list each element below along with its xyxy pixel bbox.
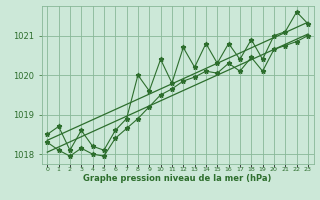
X-axis label: Graphe pression niveau de la mer (hPa): Graphe pression niveau de la mer (hPa): [84, 174, 272, 183]
